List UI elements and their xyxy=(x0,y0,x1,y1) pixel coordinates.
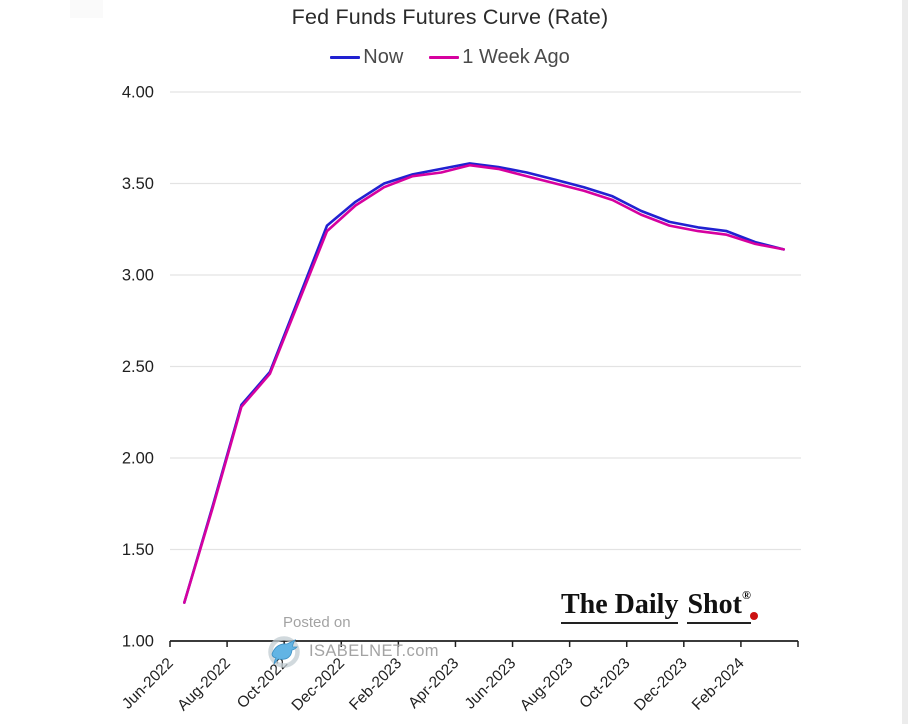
x-tick-label: Jun-2022 xyxy=(119,655,177,713)
bird-icon xyxy=(268,636,300,668)
bird-body xyxy=(271,639,298,665)
daily-shot-logo: The Daily Shot® xyxy=(561,588,758,624)
x-tick-label: Apr-2023 xyxy=(405,655,462,712)
logo-text-shot: Shot® xyxy=(687,588,751,624)
logo-text-the-daily: The Daily xyxy=(561,589,679,624)
y-tick-label: 2.00 xyxy=(122,450,154,468)
logo-shot-word: Shot xyxy=(687,589,742,620)
y-tick-label: 4.00 xyxy=(122,84,154,102)
x-tick-label: Aug-2023 xyxy=(517,655,577,715)
y-tick-label: 2.50 xyxy=(122,358,154,376)
x-tick-label: Aug-2022 xyxy=(174,655,234,715)
logo-red-dot xyxy=(749,612,758,620)
week-ago-line-swatch xyxy=(429,55,460,60)
now-line-swatch xyxy=(330,55,361,60)
page-right-edge xyxy=(902,0,908,724)
x-tick-label: Jun-2023 xyxy=(462,655,520,713)
x-tick-label: Oct-2023 xyxy=(576,655,633,712)
y-tick-label: 3.50 xyxy=(122,175,154,193)
watermark-posted-on: Posted on xyxy=(283,614,351,631)
legend-label-week-ago: 1 Week Ago xyxy=(462,46,570,68)
y-tick-label: 1.00 xyxy=(122,633,154,651)
x-tick-label: Dec-2023 xyxy=(631,655,691,715)
x-tick-label: Feb-2023 xyxy=(346,655,405,714)
legend-label-now: Now xyxy=(363,46,404,68)
logo-registered-mark: ® xyxy=(741,588,751,602)
legend-item-now: Now xyxy=(330,46,403,69)
chart-legend: Now 1 Week Ago xyxy=(90,46,810,69)
x-tick-label: Feb-2024 xyxy=(689,655,748,714)
bird-ring xyxy=(268,636,300,668)
watermark-isabelnet: ISABELNET.com xyxy=(309,642,439,660)
y-tick-label: 1.50 xyxy=(122,541,154,559)
y-tick-label: 3.00 xyxy=(122,267,154,285)
chart-title: Fed Funds Futures Curve (Rate) xyxy=(291,5,609,29)
week-ago-line xyxy=(183,163,786,604)
legend-item-week-ago: 1 Week Ago xyxy=(429,46,570,69)
corner-artifact xyxy=(70,0,103,18)
